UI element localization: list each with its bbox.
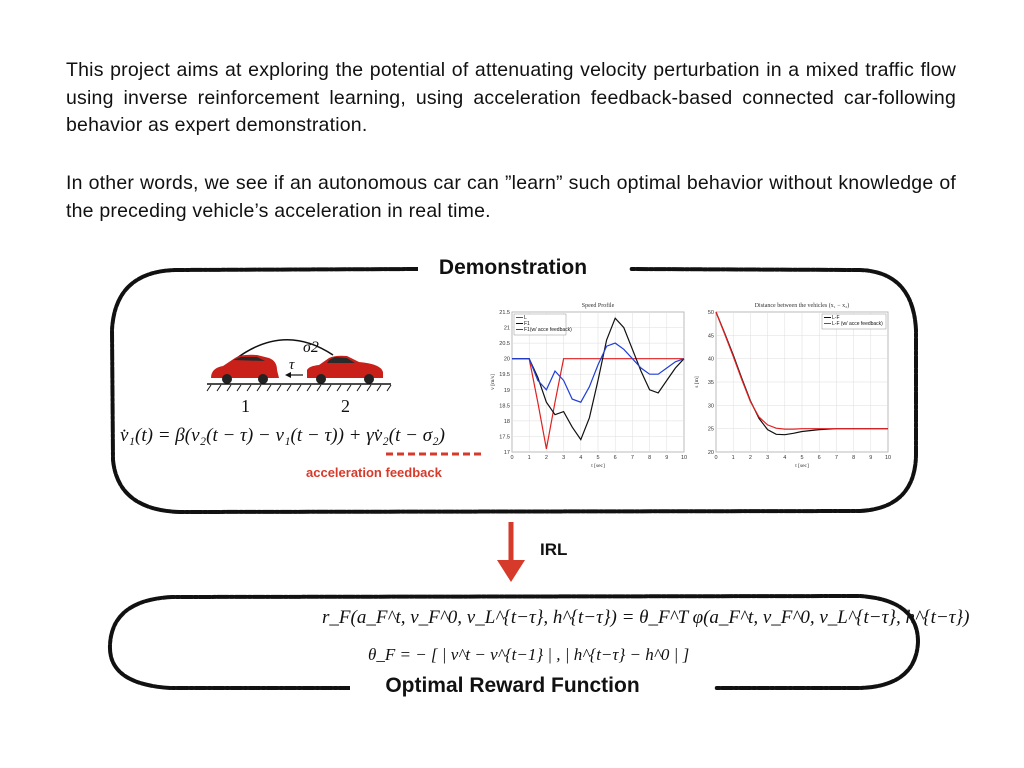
y-axis-label: s [m] — [694, 376, 700, 388]
x-tick-label: 6 — [818, 455, 821, 461]
sigma-arc — [236, 339, 334, 359]
x-axis-label: t [sec] — [591, 463, 605, 469]
chart-title: Distance between the vehicles (x₁ − x₂) — [755, 302, 850, 309]
x-tick-label: 2 — [749, 455, 752, 461]
x-tick-label: 0 — [714, 455, 717, 461]
legend-box — [513, 313, 567, 336]
legend-box — [821, 313, 887, 330]
x-tick-label: 1 — [732, 455, 735, 461]
car-2-icon — [307, 355, 383, 384]
series-line — [715, 311, 888, 430]
x-tick-label: 3 — [562, 455, 565, 461]
x-tick-label: 9 — [869, 455, 872, 461]
x-tick-label: 10 — [885, 455, 891, 461]
intro-paragraph-2: In other words, we see if an autonomous … — [66, 172, 956, 222]
y-tick-label: 17 — [504, 450, 510, 456]
intro-paragraph-1: This project aims at exploring the poten… — [66, 59, 956, 136]
car-following-diagram: σ2 τ 1 2 — [206, 339, 392, 416]
series-line — [512, 342, 685, 403]
x-tick-label: 10 — [681, 455, 687, 461]
x-tick-label: 8 — [648, 455, 651, 461]
x-tick-label: 8 — [852, 455, 855, 461]
x-tick-label: 9 — [665, 455, 668, 461]
y-tick-label: 25 — [708, 427, 714, 433]
irl-arrow — [497, 522, 525, 582]
demonstration-title: Demonstration — [418, 256, 608, 280]
car-1-label: 1 — [241, 396, 250, 416]
y-tick-label: 19 — [504, 388, 510, 394]
x-tick-label: 3 — [766, 455, 769, 461]
x-tick-label: 4 — [783, 455, 786, 461]
legend-entry: F1 — [524, 321, 530, 327]
y-tick-label: 21 — [504, 326, 510, 332]
x-tick-label: 0 — [510, 455, 513, 461]
y-tick-label: 20.5 — [499, 341, 510, 347]
y-tick-label: 20 — [504, 357, 510, 363]
x-axis-label: t [sec] — [795, 463, 809, 469]
y-tick-label: 35 — [708, 380, 714, 386]
distance-chart: Distance between the vehicles (x₁ − x₂) 0… — [694, 302, 891, 469]
acceleration-feedback-label: acceleration feedback — [306, 465, 442, 480]
sigma-label: σ2 — [303, 339, 319, 356]
x-tick-label: 6 — [614, 455, 617, 461]
y-tick-label: 30 — [708, 403, 714, 409]
x-tick-label: 2 — [545, 455, 548, 461]
reward-title: Optimal Reward Function — [350, 674, 675, 698]
y-tick-label: 18.5 — [499, 403, 510, 409]
x-tick-label: 4 — [579, 455, 582, 461]
x-tick-label: 5 — [596, 455, 599, 461]
x-tick-label: 7 — [835, 455, 838, 461]
series-line — [512, 317, 685, 441]
y-tick-label: 20 — [708, 450, 714, 456]
tau-label: τ — [289, 357, 295, 373]
y-tick-label: 45 — [708, 333, 714, 339]
y-tick-label: 18 — [504, 419, 510, 425]
y-tick-label: 17.5 — [499, 434, 510, 440]
irl-label: IRL — [540, 540, 568, 559]
feedback-equation: v̇₁(t) = β(v₂(t − τ) − v₁(t − τ)) + γv̇₂… — [120, 425, 445, 446]
chart-title: Speed Profile — [582, 302, 615, 309]
car-2-label: 2 — [341, 396, 350, 416]
legend-entry: L — [524, 315, 527, 321]
y-tick-label: 40 — [708, 357, 714, 363]
reward-equation: r_F(a_F^t, v_F^0, v_L^{t−τ}, h^{t−τ}) = … — [322, 607, 970, 628]
car-1-icon — [211, 354, 279, 384]
legend-entry: F1(w/ acce feedback) — [524, 327, 572, 333]
y-axis-label: v [m/s] — [490, 374, 496, 390]
y-tick-label: 21.5 — [499, 310, 510, 316]
legend-entry: L-F (w/ acce feedback) — [832, 321, 883, 327]
x-tick-label: 5 — [800, 455, 803, 461]
speed-profile-chart: Speed Profile 0 1 2 3 4 5 6 7 8 9 10 17 17.5 18 18.5 19 1… — [490, 302, 687, 469]
x-tick-label: 1 — [528, 455, 531, 461]
x-tick-label: 7 — [631, 455, 634, 461]
theta-equation: θ_F = − [ | v^t − v^{t−1} | , | h^{t−τ} … — [368, 645, 690, 664]
y-tick-label: 19.5 — [499, 372, 510, 378]
y-tick-label: 50 — [708, 310, 714, 316]
legend-entry: L-F — [832, 315, 840, 321]
